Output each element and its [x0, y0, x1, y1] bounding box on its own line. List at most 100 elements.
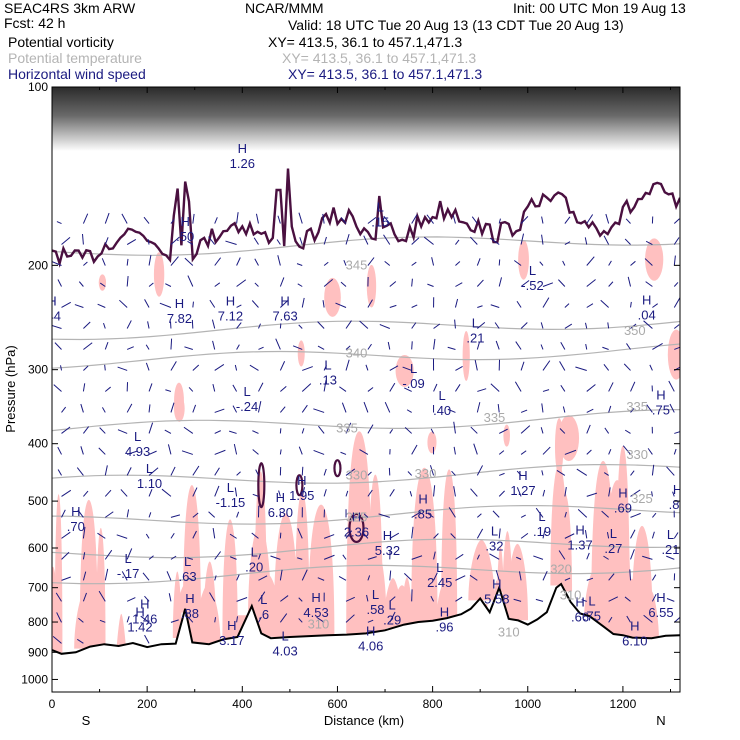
pv-extremum-value: 7.63 — [272, 309, 297, 324]
wind-vector — [323, 278, 333, 287]
wind-vector — [411, 322, 417, 329]
wind-vector — [520, 280, 530, 287]
low-pv-patch — [153, 252, 165, 297]
wind-vector — [402, 366, 412, 371]
x-tick-label: 400 — [232, 697, 252, 711]
wind-vector — [630, 323, 637, 329]
wind-vector — [280, 299, 289, 308]
wind-vector — [323, 380, 327, 392]
wind-vector — [556, 470, 566, 476]
low-pv-patch — [116, 613, 126, 646]
wind-vector — [586, 279, 596, 287]
wind-vector — [520, 409, 528, 413]
wind-vector — [535, 507, 544, 518]
theta-contour-label: 310 — [498, 625, 520, 640]
wind-vector — [608, 596, 619, 602]
wind-vector — [77, 509, 84, 518]
pv-extremum-kind: H — [673, 482, 682, 497]
wind-vector — [367, 216, 377, 224]
wind-vector — [279, 361, 286, 371]
wind-vector — [473, 443, 478, 455]
pv-extrema-labels: H1.26L.15H.50H.44H7.82H7.12H7.63L-.52H.0… — [52, 141, 682, 659]
x-tick-label: 1000 — [514, 697, 541, 711]
wind-vector — [187, 275, 194, 287]
wind-vector — [455, 575, 466, 581]
theta-contour-line — [52, 409, 680, 432]
wind-vector — [673, 255, 676, 266]
y-tick-label: 700 — [28, 581, 48, 595]
wind-vector — [170, 619, 179, 623]
theta-contour-label: 335 — [626, 399, 648, 414]
wind-vector — [83, 321, 91, 329]
wind-vector — [476, 342, 480, 350]
wind-vector — [299, 237, 303, 245]
wind-vector — [161, 488, 172, 497]
wind-vector — [643, 614, 653, 623]
wind-vector — [520, 216, 529, 224]
wind-vector — [645, 281, 653, 287]
wind-vector — [455, 366, 463, 371]
pv-extremum-value: 6.10 — [622, 633, 647, 648]
wind-vector — [389, 281, 397, 287]
y-tick-label: 800 — [28, 615, 48, 629]
pv-extremum-value: .32 — [485, 539, 503, 554]
wind-vector — [367, 556, 377, 560]
pv-extremum-value: 1.37 — [567, 537, 592, 552]
wind-vector — [57, 279, 62, 287]
pv-extremum-kind: L — [389, 598, 396, 613]
y-tick-label: 200 — [28, 258, 48, 272]
wind-vector — [298, 212, 303, 224]
pv-extremum-kind: L — [667, 527, 674, 542]
wind-vector — [170, 219, 175, 224]
wind-vector — [298, 446, 303, 455]
wind-vector — [564, 323, 573, 329]
wind-vector — [498, 277, 502, 287]
wind-vector — [411, 304, 418, 308]
wind-vector — [672, 491, 675, 497]
wind-vector — [586, 214, 594, 224]
theta-contour-label: 340 — [346, 346, 368, 361]
wind-vector — [427, 283, 434, 287]
wind-vector — [212, 340, 216, 350]
wind-vector — [651, 593, 657, 602]
wind-vector — [431, 257, 435, 266]
wind-vector — [192, 465, 200, 476]
wind-vector — [296, 263, 303, 266]
low-pv-patch — [297, 340, 305, 367]
wind-vector — [586, 577, 594, 581]
wind-vector — [498, 528, 501, 539]
wind-vector — [411, 237, 420, 245]
wind-vector — [540, 344, 544, 350]
wind-vector — [214, 575, 217, 581]
pv-extremum-kind: L — [610, 526, 617, 541]
wind-vector — [181, 450, 193, 455]
wind-vector — [301, 569, 308, 581]
wind-vector — [448, 507, 456, 518]
pv-extremum-value: 3.17 — [219, 633, 244, 648]
y-tick-label: 500 — [28, 494, 48, 508]
pv-extremum-kind: L — [491, 524, 498, 539]
wind-vector — [187, 240, 194, 245]
wind-vector — [298, 324, 303, 329]
wind-vector — [494, 322, 500, 329]
low-pv-patch — [550, 463, 568, 586]
plot-frame — [51, 86, 681, 693]
wind-vector — [275, 338, 281, 350]
wind-vector — [301, 428, 305, 434]
pv-contour-blob — [295, 474, 304, 497]
wind-vector — [367, 257, 375, 266]
wind-vector — [83, 342, 93, 350]
wind-vector — [586, 256, 595, 266]
wind-vector — [170, 514, 181, 518]
pv-extremum-kind: H — [276, 490, 285, 505]
pv-extremum-kind: H — [71, 504, 80, 519]
wind-vector — [608, 260, 612, 266]
wind-vector — [170, 555, 177, 560]
wind-vector — [184, 346, 193, 350]
init-time: Init: 00 UTC Mon 19 Aug 13 — [513, 0, 686, 16]
wind-vector — [476, 258, 481, 266]
wind-vector — [214, 217, 218, 224]
wind-vector — [586, 384, 596, 392]
wind-vector — [433, 572, 438, 581]
pv-extremum-value: 4.03 — [272, 644, 297, 659]
